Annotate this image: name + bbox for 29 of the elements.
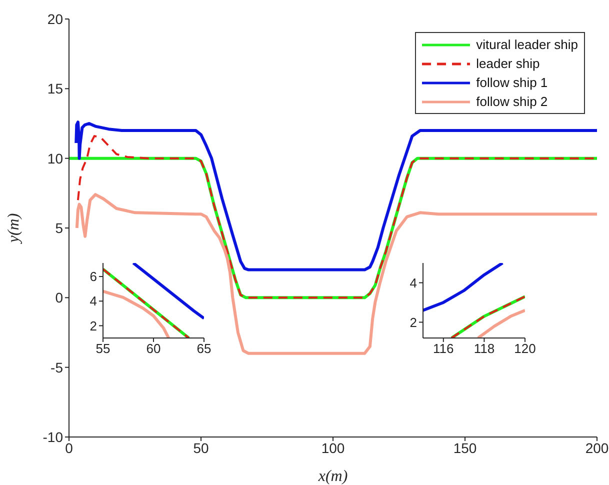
- x-tick-label: 116: [433, 341, 454, 356]
- y-axis-title: y(m): [6, 213, 23, 245]
- y-tick-label: -10: [42, 428, 64, 445]
- x-tick-label: 100: [321, 440, 345, 456]
- y-tick-label: 20: [47, 10, 64, 27]
- legend-label: leader ship: [476, 56, 540, 71]
- y-tick-label: 15: [47, 80, 64, 97]
- y-tick-label: 5: [55, 220, 64, 236]
- x-tick-label: 120: [514, 341, 536, 356]
- x-tick-label: 50: [193, 440, 209, 456]
- x-axis-title: x(m): [317, 468, 348, 485]
- y-tick-label: -5: [50, 359, 64, 376]
- x-tick-label: 65: [196, 341, 212, 356]
- legend-label: follow ship 1: [476, 75, 548, 90]
- y-tick-label: 10: [47, 150, 64, 166]
- legend-label: vitural leader ship: [476, 37, 578, 52]
- y-tick-label: 4: [90, 294, 97, 309]
- x-tick-label: 0: [65, 440, 74, 456]
- y-tick-label: 4: [410, 275, 417, 290]
- legend-label: follow ship 2: [476, 94, 548, 109]
- y-tick-label: 2: [90, 318, 97, 334]
- y-tick-label: 2: [410, 314, 417, 330]
- y-tick-label: 0: [55, 290, 64, 306]
- x-tick-label: 55: [96, 341, 110, 356]
- x-tick-label: 60: [146, 341, 161, 356]
- x-tick-label: 150: [453, 440, 477, 456]
- x-tick-label: 118: [474, 341, 495, 356]
- y-tick-label: 6: [90, 269, 97, 284]
- x-tick-label: 200: [585, 440, 609, 456]
